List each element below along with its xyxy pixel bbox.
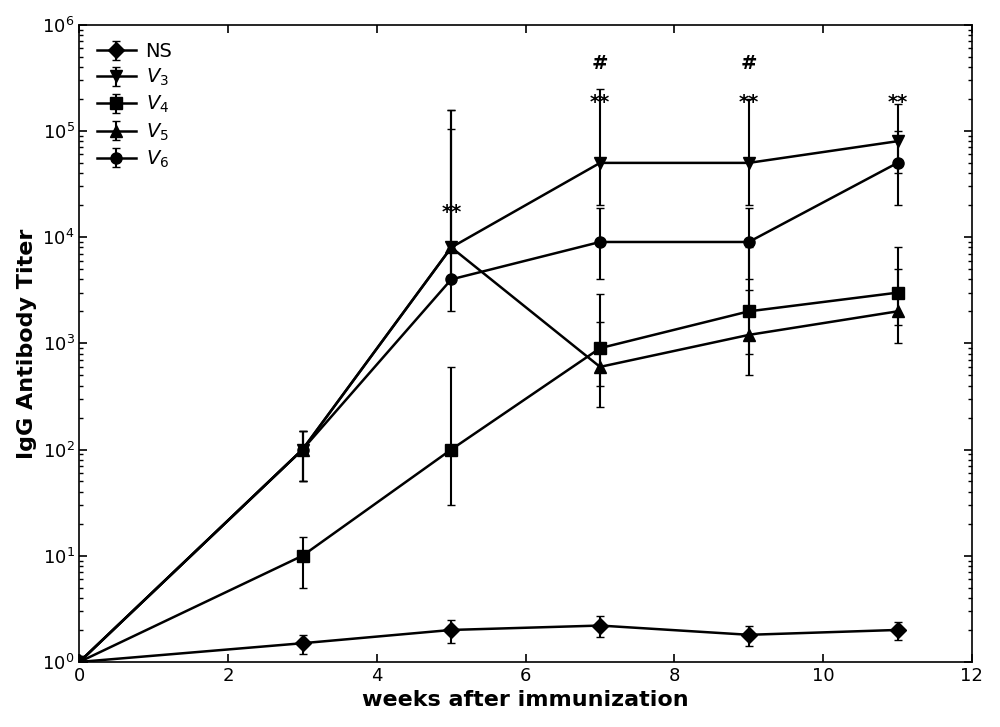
Text: #: # (741, 54, 757, 73)
Text: **: ** (590, 93, 610, 112)
Text: **: ** (887, 93, 908, 112)
Legend: NS, $V_3$, $V_4$, $V_5$, $V_6$: NS, $V_3$, $V_4$, $V_5$, $V_6$ (89, 34, 180, 177)
Text: #: # (592, 54, 608, 73)
Text: **: ** (441, 203, 461, 222)
Text: **: ** (739, 93, 759, 112)
X-axis label: weeks after immunization: weeks after immunization (362, 691, 689, 710)
Y-axis label: IgG Antibody Titer: IgG Antibody Titer (17, 228, 37, 459)
